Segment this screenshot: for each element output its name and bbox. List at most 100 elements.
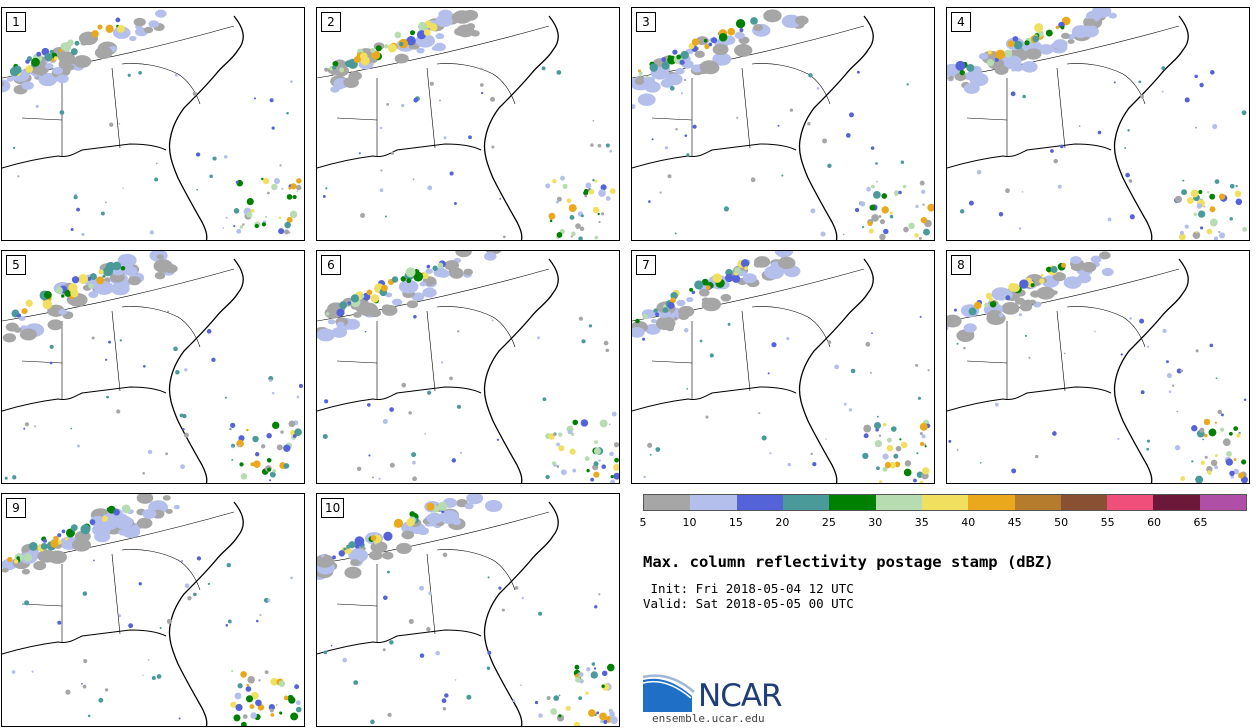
echo-cell bbox=[406, 36, 416, 46]
echo-cell bbox=[1161, 90, 1164, 93]
echo-cell bbox=[1190, 189, 1199, 198]
echo-cell bbox=[664, 146, 668, 150]
echo-cell bbox=[25, 299, 33, 307]
echo-cell bbox=[120, 266, 126, 271]
echo-cell bbox=[918, 236, 922, 240]
echo-cell bbox=[556, 465, 560, 468]
echo-cell bbox=[1108, 12, 1117, 19]
echo-cell bbox=[1192, 231, 1201, 239]
echo-cell bbox=[581, 339, 586, 344]
echo-cell bbox=[642, 337, 646, 341]
echo-cell bbox=[354, 536, 365, 547]
echo-cell bbox=[953, 308, 957, 312]
echo-cell bbox=[676, 299, 686, 307]
echo-cell bbox=[360, 294, 365, 299]
echo-cell bbox=[1219, 232, 1226, 239]
echo-cell bbox=[966, 63, 975, 72]
echo-cell bbox=[74, 40, 80, 46]
echo-cell bbox=[906, 83, 909, 86]
echo-cell bbox=[1199, 82, 1204, 88]
map-boundary bbox=[2, 629, 167, 655]
echo-cell bbox=[141, 674, 144, 677]
echo-cell bbox=[121, 504, 131, 514]
colorbar bbox=[643, 494, 1247, 511]
echo-cell bbox=[283, 695, 289, 701]
echo-cell bbox=[324, 67, 329, 72]
echo-cell bbox=[1022, 94, 1026, 99]
echo-cell bbox=[856, 70, 860, 74]
echo-cell bbox=[58, 308, 67, 315]
echo-cell bbox=[601, 670, 608, 677]
echo-cell bbox=[1128, 179, 1133, 183]
echo-cell bbox=[578, 316, 584, 321]
echo-cell bbox=[73, 195, 78, 200]
echo-cell bbox=[1243, 398, 1247, 401]
echo-cell bbox=[919, 315, 922, 318]
echo-cell bbox=[767, 372, 770, 375]
echo-cell bbox=[24, 600, 30, 606]
echo-cell bbox=[116, 409, 121, 414]
colorbar-tick-label: 40 bbox=[961, 516, 976, 529]
echo-cell bbox=[863, 433, 869, 439]
echo-cell bbox=[968, 307, 977, 316]
echo-cell bbox=[1061, 262, 1066, 268]
echo-cell bbox=[1045, 29, 1053, 37]
echo-cell bbox=[91, 336, 95, 340]
map-boundary bbox=[1056, 67, 1066, 149]
echo-cell bbox=[1127, 129, 1130, 132]
echo-cell bbox=[49, 344, 54, 349]
echo-cell bbox=[1021, 61, 1038, 73]
echo-cell bbox=[105, 24, 114, 33]
echo-cell bbox=[650, 319, 657, 324]
echo-cell bbox=[1208, 428, 1217, 437]
echo-cell bbox=[435, 650, 440, 656]
echo-cell bbox=[568, 204, 577, 213]
echo-cell bbox=[914, 233, 919, 238]
echo-cell bbox=[843, 402, 847, 406]
echo-cell bbox=[608, 708, 613, 713]
echo-cell bbox=[701, 297, 722, 312]
echo-cell bbox=[336, 321, 345, 328]
echo-cell bbox=[787, 462, 791, 467]
echo-cell bbox=[900, 160, 905, 164]
echo-cell bbox=[7, 556, 13, 563]
echo-cell bbox=[118, 122, 121, 125]
echo-cell bbox=[1195, 231, 1198, 234]
echo-cell bbox=[96, 276, 105, 285]
echo-cell bbox=[976, 169, 982, 175]
map-boundary bbox=[1113, 15, 1189, 240]
map-boundary bbox=[336, 603, 378, 607]
echo-cell bbox=[825, 438, 827, 440]
map-boundary bbox=[483, 258, 559, 483]
echo-cell bbox=[979, 461, 982, 464]
echo-cell bbox=[13, 65, 22, 74]
echo-cell bbox=[206, 329, 212, 334]
map-boundary bbox=[947, 386, 1112, 412]
echo-cell bbox=[882, 423, 887, 427]
echo-cell bbox=[129, 35, 137, 42]
map-boundary bbox=[1066, 306, 1146, 348]
echo-cell bbox=[258, 679, 261, 682]
echo-cell bbox=[545, 183, 551, 189]
echo-cell bbox=[1199, 427, 1205, 433]
echo-cell bbox=[575, 223, 581, 229]
echo-cell bbox=[1013, 40, 1023, 50]
echo-cell bbox=[599, 712, 607, 721]
map-boundary bbox=[741, 67, 751, 149]
echo-cell bbox=[921, 434, 926, 439]
echo-cell bbox=[42, 538, 47, 543]
echo-cell bbox=[253, 460, 261, 468]
reflectivity-map bbox=[2, 251, 303, 483]
echo-cell bbox=[384, 215, 387, 218]
echo-cell bbox=[987, 50, 992, 55]
echo-cell bbox=[335, 80, 344, 87]
echo-cell bbox=[653, 308, 658, 313]
echo-cell bbox=[88, 291, 99, 299]
panel-number: 6 bbox=[321, 255, 341, 275]
echo-cell bbox=[1212, 123, 1218, 130]
echo-cell bbox=[1028, 356, 1031, 359]
echo-cell bbox=[174, 73, 178, 77]
echo-cell bbox=[1200, 460, 1205, 465]
echo-cell bbox=[871, 184, 875, 189]
echo-cell bbox=[224, 155, 228, 159]
